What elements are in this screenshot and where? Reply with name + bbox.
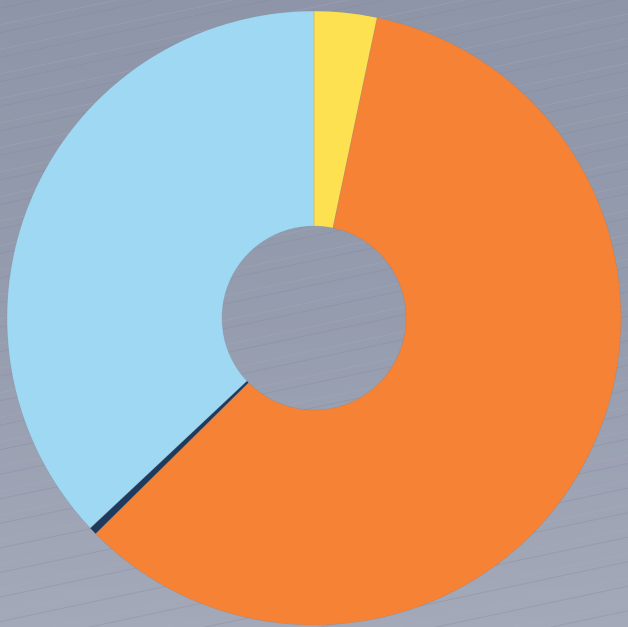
page: (() => { const data = JSON.parse(documen… xyxy=(0,0,628,627)
chart xyxy=(0,0,628,627)
